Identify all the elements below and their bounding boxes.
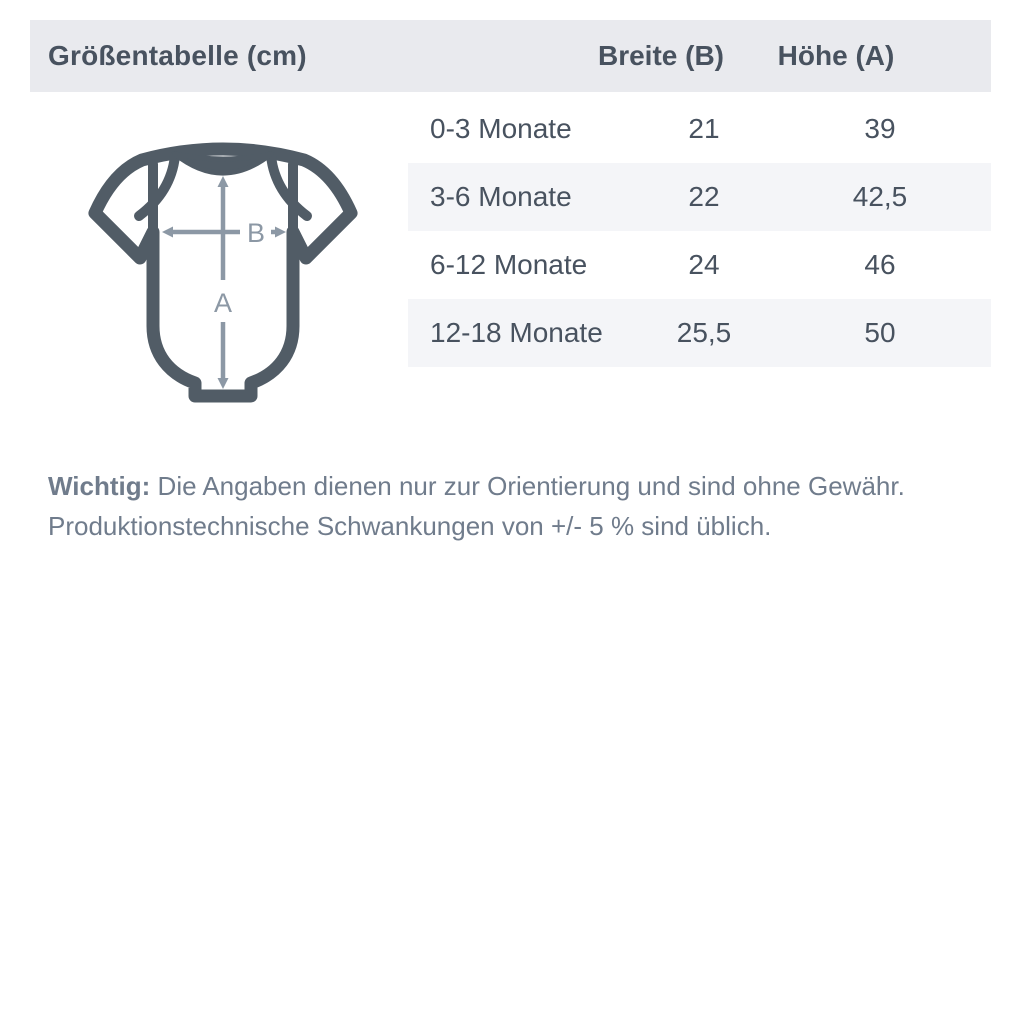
note-line2: Produktionstechnische Schwankungen von +… bbox=[48, 511, 772, 541]
column-header-width: Breite (B) bbox=[597, 40, 725, 71]
right-neck-flap bbox=[266, 151, 312, 221]
size-label: 3-6 Monate bbox=[430, 181, 572, 212]
height-value: 50 bbox=[864, 317, 896, 348]
note-line1: Die Angaben dienen nur zur Orientierung … bbox=[150, 471, 905, 501]
table-header-bar: Größentabelle (cm) Breite (B) Höhe (A) bbox=[30, 20, 991, 92]
size-label: 6-12 Monate bbox=[430, 249, 588, 280]
size-label: 0-3 Monate bbox=[430, 113, 572, 144]
size-label: 12-18 Monate bbox=[430, 317, 603, 348]
height-value: 39 bbox=[864, 113, 896, 144]
baby-bodysuit-icon: A B bbox=[75, 130, 371, 420]
height-value: 42,5 bbox=[852, 181, 908, 212]
size-table: 0-3 Monate 21 39 3-6 Monate 22 42,5 6-12… bbox=[408, 95, 991, 367]
left-neck-flap bbox=[134, 151, 180, 221]
table-row: 6-12 Monate 24 46 bbox=[408, 231, 991, 299]
table-row: 3-6 Monate 22 42,5 bbox=[408, 163, 991, 231]
column-header-height: Höhe (A) bbox=[777, 40, 895, 71]
width-value: 22 bbox=[688, 181, 720, 212]
note-prefix: Wichtig: bbox=[48, 471, 151, 501]
page-title: Größentabelle (cm) bbox=[48, 40, 307, 71]
neckband bbox=[172, 151, 274, 176]
table-row: 12-18 Monate 25,5 50 bbox=[408, 299, 991, 367]
width-dimension-arrow: B bbox=[162, 218, 286, 248]
height-dimension-arrow: A bbox=[214, 176, 232, 389]
height-value: 46 bbox=[864, 249, 896, 280]
bodysuit-outline bbox=[88, 142, 358, 403]
disclaimer-note: Wichtig: Die Angaben dienen nur zur Orie… bbox=[48, 466, 978, 546]
table-row: 0-3 Monate 21 39 bbox=[408, 95, 991, 163]
bodysuit-diagram-svg: A B bbox=[88, 142, 358, 403]
width-value: 24 bbox=[688, 249, 720, 280]
width-value: 21 bbox=[688, 113, 720, 144]
height-label: A bbox=[214, 288, 232, 318]
width-label: B bbox=[247, 218, 265, 248]
width-value: 25,5 bbox=[676, 317, 732, 348]
